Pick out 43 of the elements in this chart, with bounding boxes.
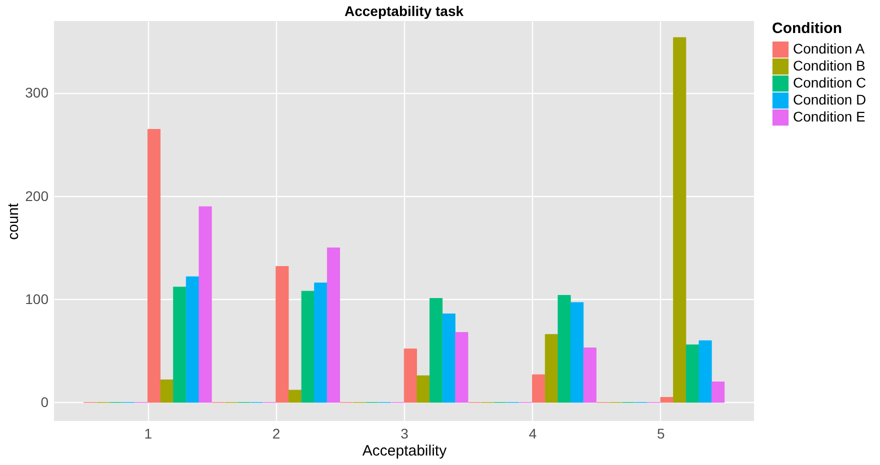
bar xyxy=(314,282,328,403)
y-axis-title: count xyxy=(5,202,22,240)
legend-label: Condition D xyxy=(793,92,866,108)
bar xyxy=(660,397,674,403)
bar xyxy=(326,248,340,403)
bar xyxy=(455,332,468,403)
bar xyxy=(532,374,546,403)
y-tick-label: 100 xyxy=(25,290,49,307)
y-tick-label: 0 xyxy=(40,394,49,410)
chart-title: Acceptability task xyxy=(344,3,464,19)
x-axis-title: Acceptability xyxy=(362,442,448,460)
bar xyxy=(570,302,584,403)
y-tick-label: 300 xyxy=(25,84,49,101)
bar xyxy=(173,286,186,403)
x-tick-label: 5 xyxy=(657,426,666,442)
bar xyxy=(442,314,456,403)
legend-label: Condition C xyxy=(793,74,866,90)
bar xyxy=(673,37,686,403)
bar xyxy=(186,276,199,403)
bar xyxy=(301,290,314,403)
bar xyxy=(686,344,699,403)
bar xyxy=(404,348,417,403)
legend-label: Condition E xyxy=(793,108,866,124)
bar xyxy=(288,390,302,403)
x-tick-label: 3 xyxy=(400,426,409,442)
legend-label: Condition B xyxy=(793,58,866,74)
bar xyxy=(712,382,725,403)
bar xyxy=(198,206,212,403)
x-tick-label: 1 xyxy=(144,426,152,442)
bar xyxy=(558,294,571,403)
bar xyxy=(544,334,558,403)
bar xyxy=(698,340,712,403)
bar xyxy=(147,128,161,403)
legend-title: Condition xyxy=(772,20,842,37)
bar xyxy=(160,380,174,403)
y-tick-label: 200 xyxy=(25,188,49,204)
bar xyxy=(416,375,430,403)
x-tick-label: 2 xyxy=(272,426,280,442)
legend-label: Condition A xyxy=(793,40,866,56)
bar xyxy=(583,348,596,403)
bar xyxy=(430,298,443,403)
x-tick-label: 4 xyxy=(528,426,537,442)
bar xyxy=(276,266,289,403)
